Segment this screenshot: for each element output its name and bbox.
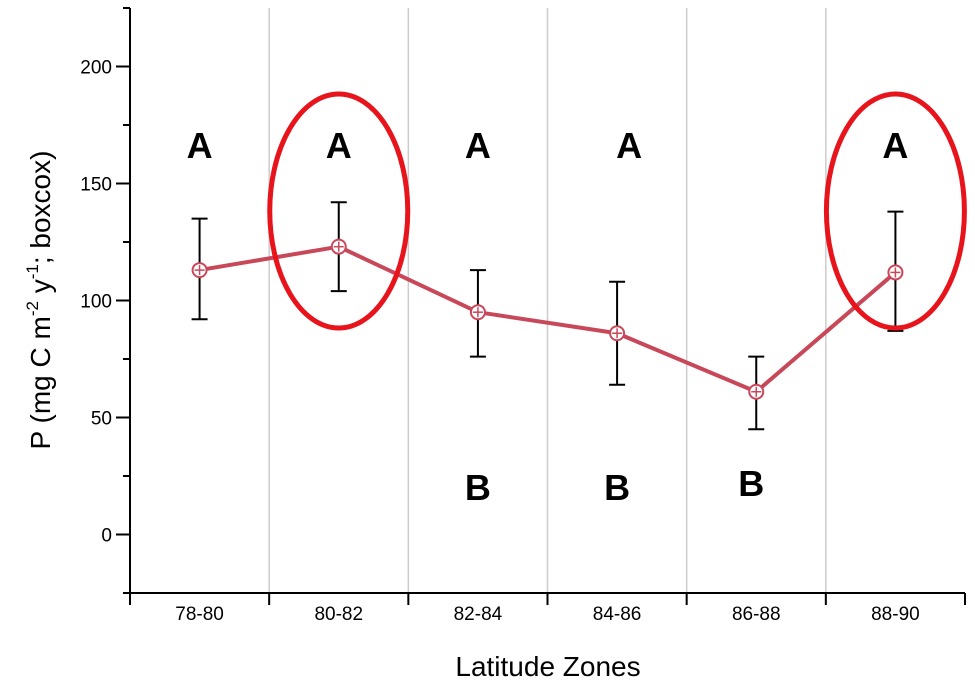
y-tick-label: 100 bbox=[80, 292, 112, 313]
highlight-ellipse bbox=[267, 91, 411, 331]
group-letters: A A A A A B B B bbox=[187, 125, 909, 508]
x-tick-label: 82-84 bbox=[454, 604, 503, 625]
x-tick-label: 86-88 bbox=[732, 604, 781, 625]
y-axis-title-end: ; boxcox) bbox=[25, 151, 56, 265]
y-tick-label: 200 bbox=[80, 58, 112, 79]
group-letter-top: A bbox=[882, 125, 908, 166]
series bbox=[191, 238, 904, 400]
y-tick-label: 150 bbox=[80, 175, 112, 196]
y-axis-title-mid: y bbox=[25, 279, 56, 301]
y-axis-title-sup1: -2 bbox=[23, 301, 42, 316]
x-tick-label: 78-80 bbox=[175, 604, 224, 625]
group-letter-bottom: B bbox=[604, 467, 630, 508]
highlight-ellipse bbox=[823, 91, 967, 331]
group-letter-bottom: B bbox=[738, 463, 764, 504]
y-axis-title: P (mg C m-2 y-1; boxcox) bbox=[23, 151, 56, 450]
y-axis-title-base: P (mg C m bbox=[25, 316, 56, 449]
highlight-ellipses bbox=[267, 91, 967, 331]
y-axis-title-sup2: -1 bbox=[23, 264, 42, 279]
group-letter-top: A bbox=[326, 125, 352, 166]
series-line bbox=[199, 244, 897, 394]
grid-lines bbox=[268, 8, 827, 593]
x-axis-ticks: 78-80 80-82 82-84 84-86 86-88 88-90 bbox=[129, 593, 966, 625]
x-tick-label: 88-90 bbox=[871, 604, 920, 625]
x-axis-title: Latitude Zones bbox=[455, 651, 640, 682]
group-letter-top: A bbox=[187, 125, 213, 166]
x-tick-label: 84-86 bbox=[593, 604, 642, 625]
x-tick-label: 80-82 bbox=[314, 604, 363, 625]
group-letter-top: A bbox=[465, 125, 491, 166]
y-tick-label: 0 bbox=[101, 526, 112, 547]
y-tick-label: 50 bbox=[91, 409, 112, 430]
group-letter-bottom: B bbox=[465, 467, 491, 508]
error-bars bbox=[191, 201, 904, 431]
group-letter-top: A bbox=[616, 125, 642, 166]
y-axis-ticks: 0 50 100 150 200 bbox=[80, 7, 130, 594]
